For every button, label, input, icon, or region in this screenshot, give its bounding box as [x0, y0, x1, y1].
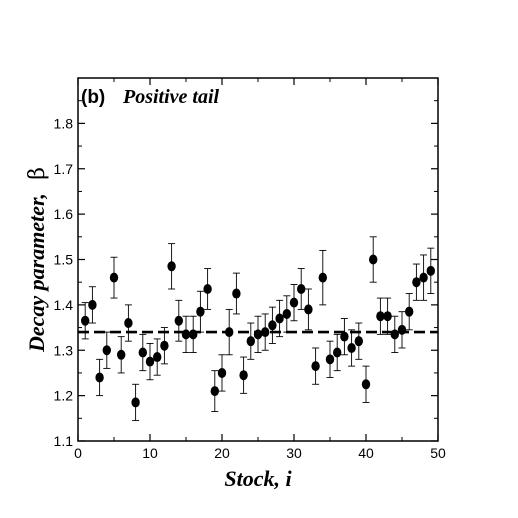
data-point: [333, 347, 342, 358]
y-axis-ticks: 1.1 1.2 1.3 1.4 1.5 1.6 1.7 1.8: [54, 100, 438, 449]
y-tick-label: 1.1: [54, 433, 74, 449]
data-point: [210, 386, 219, 397]
data-point: [289, 297, 299, 308]
y-tick-label: 1.3: [54, 342, 74, 358]
error-bar-layer: [81, 236, 435, 422]
data-point-layer: [81, 254, 435, 408]
y-tick-label: 1.7: [54, 161, 74, 177]
y-tick-label: 1.5: [54, 252, 74, 268]
x-tick-label: 30: [286, 445, 302, 461]
x-tick-label: 40: [358, 445, 374, 461]
data-point: [419, 272, 428, 283]
data-point: [405, 306, 414, 317]
chart-title: Positive tail: [122, 86, 220, 108]
y-axis-title: Decay parameter, β: [24, 167, 50, 353]
x-axis-title: Stock, i: [224, 466, 292, 491]
y-tick-label: 1.6: [54, 206, 74, 222]
y-tick-label: 1.4: [54, 297, 74, 313]
data-point: [369, 254, 378, 265]
y-axis-title-text: Decay parameter,: [24, 193, 49, 353]
y-tick-label: 1.2: [54, 388, 74, 404]
data-point: [318, 272, 327, 283]
plot-frame: [77, 77, 439, 442]
data-point: [412, 277, 421, 288]
data-point: [153, 352, 162, 363]
data-point: [253, 329, 263, 340]
data-point: [347, 342, 356, 353]
data-point: [102, 345, 112, 356]
data-point: [383, 311, 392, 322]
data-point: [390, 329, 399, 340]
data-point: [225, 327, 234, 338]
data-point: [181, 329, 191, 340]
data-point: [174, 315, 183, 326]
x-axis-ticks: 0 10 20 30 40 50: [74, 78, 446, 461]
data-point: [397, 324, 407, 335]
data-point: [354, 336, 363, 347]
data-point: [95, 372, 104, 383]
data-point: [239, 370, 248, 381]
data-point: [117, 349, 126, 360]
data-point: [376, 311, 385, 322]
y-tick-label: 1.8: [54, 115, 74, 131]
data-point: [167, 261, 176, 272]
panel-label: (b): [81, 87, 105, 108]
data-point: [189, 329, 198, 340]
data-point: [232, 288, 241, 299]
data-point: [160, 340, 169, 351]
data-point: [304, 304, 313, 315]
data-point: [361, 379, 371, 390]
data-point: [426, 265, 435, 276]
data-point: [196, 306, 205, 317]
data-point: [268, 320, 277, 331]
data-point: [297, 283, 306, 294]
data-point: [145, 356, 155, 367]
x-tick-label: 0: [74, 445, 82, 461]
data-point: [246, 336, 255, 347]
data-point: [261, 327, 270, 338]
data-point: [124, 318, 133, 329]
data-point: [131, 397, 140, 408]
data-point: [138, 347, 147, 358]
data-point: [282, 308, 291, 319]
y-axis-title-symbol: β: [25, 167, 50, 180]
data-point: [311, 361, 320, 372]
data-point: [340, 331, 349, 342]
x-tick-label: 10: [142, 445, 158, 461]
x-tick-label: 20: [214, 445, 230, 461]
data-point: [203, 283, 212, 294]
data-point: [275, 313, 284, 324]
data-point: [88, 299, 97, 310]
data-point: [81, 315, 90, 326]
data-point: [325, 354, 335, 365]
data-point: [217, 367, 227, 378]
data-point: [109, 272, 119, 283]
x-tick-label: 50: [430, 445, 446, 461]
